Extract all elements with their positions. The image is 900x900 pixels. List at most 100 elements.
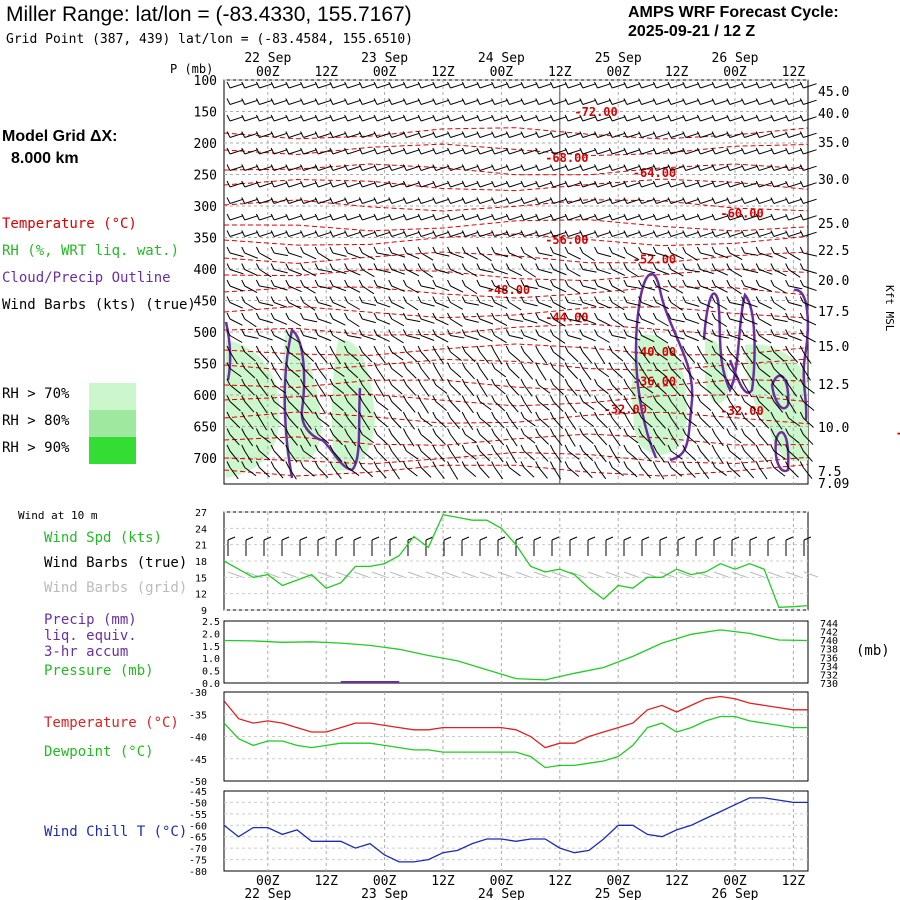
grid-wind-barb (749, 571, 765, 578)
wind-barb-flag (461, 279, 466, 287)
wind-barb (759, 165, 773, 171)
wind-barb-flag (255, 362, 260, 369)
wind-barb (303, 182, 317, 188)
wind-barb (332, 269, 347, 275)
wind-barb-flag (255, 263, 260, 270)
wind-barb-flag (388, 180, 393, 188)
surface-wind-barb-flag (677, 536, 686, 541)
pressure-tick-label: 550 (194, 358, 217, 373)
wind-barb-flag (652, 114, 657, 122)
precip-tick-label: 2.0 (202, 629, 220, 640)
wind-barb-flag (535, 98, 540, 105)
wind-barb-flag (358, 296, 363, 303)
wind-barb-flag (300, 246, 304, 254)
wind-barb-flag (417, 114, 422, 122)
wind-barb (273, 99, 288, 105)
wind-barb (509, 182, 523, 188)
wind-barb-flag (623, 197, 628, 204)
surface-wind-barb-flag (623, 536, 632, 541)
wind-barb-flag (344, 263, 349, 270)
wind-barb (391, 252, 406, 258)
top-time-label: 00Z (490, 65, 514, 80)
grid-wind-barb (425, 571, 441, 578)
wind-barb (479, 351, 489, 364)
wind-barb-flag (638, 263, 643, 270)
isotherm (223, 286, 809, 299)
wind-barb (538, 149, 553, 155)
wind-barb (788, 182, 803, 188)
wind-barb-flag (755, 444, 760, 452)
grid-wind-barb (551, 571, 567, 578)
wind-barb (465, 132, 479, 138)
wind-barb (259, 302, 274, 307)
wind-barb-flag (270, 81, 275, 89)
precip-tick-label: 0.0 (202, 679, 220, 690)
wind-barb-flag (711, 131, 716, 138)
wind-barb-flag (652, 279, 657, 287)
wind-barb (479, 384, 488, 398)
wind-barb (538, 116, 553, 122)
wind-barb (699, 351, 709, 365)
wind-barb-flag (505, 279, 510, 287)
wind-barb-flag (314, 279, 319, 287)
wind-barb (494, 215, 509, 221)
wind-barb-flag (344, 246, 349, 254)
wind-barb (641, 252, 656, 257)
wind-barb-flag (255, 444, 260, 452)
wind-barb (670, 351, 682, 362)
wind-barb (259, 215, 273, 221)
wind-barb-flag (638, 378, 643, 386)
wind-barb (318, 132, 332, 138)
pressure-tick-label: 450 (194, 295, 217, 310)
wind-barb (803, 99, 817, 105)
wind-barb (465, 83, 479, 89)
cloud-outline-1 (283, 327, 362, 479)
wind-barb (553, 231, 567, 237)
wind-barb (317, 417, 330, 427)
wind-barb-flag (696, 329, 701, 336)
wind-barb (465, 335, 479, 341)
wind-barb (729, 318, 744, 324)
wind-barb (582, 467, 593, 479)
wind-barb (420, 116, 435, 122)
wind-barb (332, 467, 342, 479)
wind-barb-flag (608, 296, 613, 303)
wind-barb (670, 99, 685, 105)
wind-barb-flag (344, 131, 349, 138)
wind-barb (538, 335, 552, 343)
wind-barb (362, 318, 376, 324)
wind-barb-flag (432, 428, 437, 435)
wind-barb-flag (388, 461, 393, 468)
wind-barb (303, 302, 316, 311)
wind-barb-flag (682, 114, 687, 122)
wind-barb (303, 99, 317, 105)
wind-barb-flag (491, 263, 496, 270)
wind-barb (273, 401, 286, 411)
wind-barb-flag (682, 180, 687, 188)
wind-barb-flag (447, 345, 451, 353)
grid-wind-barb (515, 571, 531, 578)
wind-barb-flag (579, 395, 584, 402)
wind-barb (729, 450, 741, 461)
wind-barb (802, 417, 814, 428)
windchill-panel-frame (223, 790, 809, 872)
wind-barb (803, 252, 818, 257)
wind-barb-flag (652, 345, 657, 353)
wind-barb (656, 215, 670, 221)
wind-barb-flag (682, 312, 687, 320)
wind-barb (788, 285, 803, 290)
wind-barb-flag (358, 329, 363, 336)
wind-barb (568, 302, 582, 306)
wind-barb-flag (270, 114, 275, 122)
wind-barb (656, 132, 670, 138)
wind-barb (362, 149, 376, 155)
wind-barb (802, 368, 811, 381)
wind-barb-flag (329, 461, 334, 468)
wind-barb (597, 434, 608, 446)
wind-barb-flag (241, 263, 246, 270)
wind-barb-flag (255, 428, 260, 435)
wind-barb (332, 368, 345, 377)
wind-barb (655, 384, 668, 395)
wind-barb (773, 215, 788, 221)
precip-label-line1: Precip (mm) (44, 612, 137, 628)
